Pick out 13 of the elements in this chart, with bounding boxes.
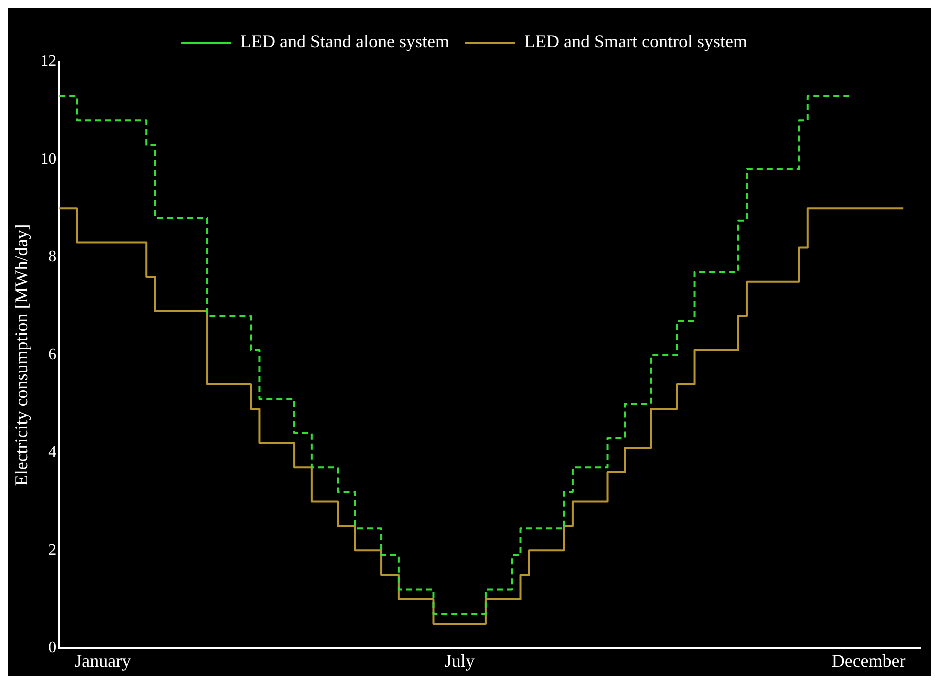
x-tick-label: January — [75, 650, 132, 671]
y-tick-label: 12 — [40, 53, 57, 70]
legend-label: LED and Stand alone system — [240, 32, 450, 52]
x-tick-label: July — [444, 650, 475, 671]
legend-label: LED and Smart control system — [524, 32, 748, 52]
y-tick-label: 0 — [48, 640, 57, 657]
y-axis-title: Electricity consumption [MWh/day] — [12, 224, 32, 486]
y-tick-label: 6 — [48, 346, 57, 364]
y-tick-label: 2 — [48, 542, 57, 559]
y-tick-label: 4 — [48, 444, 57, 462]
x-tick-label: December — [832, 650, 906, 671]
y-tick-label: 10 — [40, 150, 57, 168]
y-tick-label: 8 — [48, 248, 57, 266]
